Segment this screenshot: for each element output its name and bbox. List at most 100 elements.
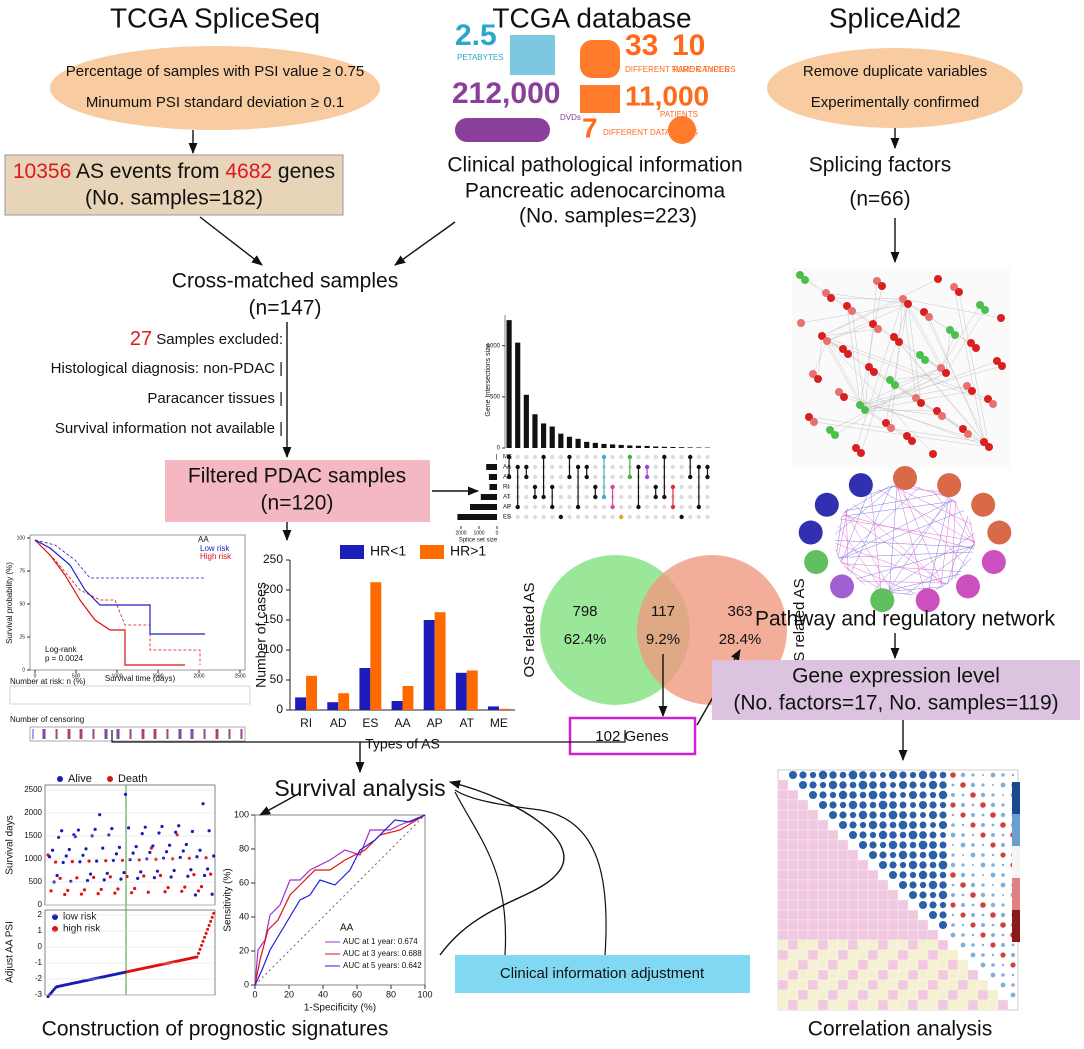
cell bbox=[837, 979, 849, 991]
legend: AUC at 5 years: 0.642 bbox=[343, 961, 422, 970]
y-tick-label: 80 bbox=[239, 843, 249, 853]
cell bbox=[788, 770, 798, 780]
matrix-dot bbox=[705, 454, 710, 460]
cell bbox=[867, 909, 879, 921]
edge bbox=[907, 303, 947, 374]
cell bbox=[937, 949, 949, 961]
cell bbox=[950, 932, 956, 938]
cell bbox=[1011, 953, 1015, 957]
node bbox=[890, 333, 898, 341]
matrix-dot bbox=[575, 454, 581, 460]
dot bbox=[105, 871, 109, 875]
bar bbox=[391, 701, 403, 710]
x-label: 1-Specificity (%) bbox=[304, 1003, 376, 1014]
node bbox=[987, 520, 1012, 545]
matrix-dot bbox=[653, 514, 658, 520]
cell bbox=[929, 901, 937, 909]
cell bbox=[817, 909, 829, 921]
cell bbox=[838, 820, 848, 830]
node bbox=[805, 413, 813, 421]
cell bbox=[807, 959, 819, 971]
cell bbox=[797, 819, 809, 831]
matrix-dot bbox=[696, 454, 702, 460]
cell bbox=[907, 929, 919, 941]
cell bbox=[857, 949, 869, 961]
cell bbox=[799, 771, 807, 779]
dot bbox=[122, 871, 126, 875]
matrix-dot bbox=[532, 514, 538, 520]
set-label: ME bbox=[503, 455, 512, 461]
cell bbox=[787, 959, 799, 971]
cell bbox=[807, 819, 819, 831]
cell bbox=[897, 959, 909, 971]
edge bbox=[845, 493, 943, 512]
matrix-dot bbox=[679, 484, 684, 490]
matrix-dot bbox=[610, 454, 615, 460]
cell bbox=[928, 910, 938, 920]
cell bbox=[909, 811, 917, 819]
dot bbox=[88, 872, 93, 876]
intersection-bar bbox=[627, 445, 633, 448]
cell bbox=[919, 881, 927, 889]
cell bbox=[878, 800, 888, 810]
text: Samples excluded: bbox=[152, 331, 283, 348]
cell bbox=[970, 852, 976, 858]
censor-frame bbox=[29, 726, 246, 742]
dot bbox=[114, 852, 118, 856]
cell bbox=[887, 949, 899, 961]
cell bbox=[899, 801, 907, 809]
cell bbox=[827, 909, 839, 921]
matrix-dot bbox=[541, 504, 546, 510]
matrix-dot bbox=[593, 454, 598, 460]
edge bbox=[839, 510, 965, 560]
cell bbox=[909, 881, 917, 889]
cell bbox=[991, 953, 995, 957]
cell bbox=[859, 791, 867, 799]
cell bbox=[857, 999, 869, 1011]
cell bbox=[837, 939, 849, 951]
cell bbox=[837, 969, 849, 981]
cell bbox=[887, 979, 899, 991]
cell bbox=[937, 939, 949, 951]
dot bbox=[151, 844, 155, 848]
matrix-dot bbox=[619, 484, 624, 490]
cell bbox=[827, 949, 839, 961]
matrix-dot bbox=[610, 514, 615, 520]
survival-analysis: Survival analysis bbox=[274, 775, 445, 801]
dot bbox=[203, 935, 207, 939]
node bbox=[798, 520, 823, 545]
dot bbox=[133, 886, 137, 891]
cell bbox=[938, 890, 948, 900]
matrix-dot bbox=[670, 454, 676, 460]
cell bbox=[847, 889, 859, 901]
dot bbox=[199, 885, 204, 889]
cell bbox=[857, 979, 869, 991]
matrix-dot bbox=[705, 484, 710, 490]
venn-count: 117 bbox=[651, 603, 675, 620]
edge bbox=[850, 485, 892, 575]
color-scale bbox=[1012, 910, 1020, 942]
edge bbox=[907, 303, 922, 404]
expression-text: Gene expression level bbox=[792, 665, 1000, 688]
cell bbox=[797, 899, 809, 911]
dot bbox=[157, 831, 161, 835]
cell bbox=[971, 903, 975, 907]
intersection-bar bbox=[687, 447, 693, 448]
cell bbox=[777, 969, 789, 981]
arrow bbox=[439, 780, 565, 956]
cell bbox=[787, 939, 799, 951]
cell bbox=[857, 869, 869, 881]
cell bbox=[1011, 973, 1015, 977]
cell bbox=[827, 969, 839, 981]
cell bbox=[877, 979, 889, 991]
cell bbox=[1001, 773, 1005, 777]
cell bbox=[877, 889, 889, 901]
cell bbox=[927, 929, 939, 941]
cell bbox=[877, 929, 889, 941]
dot bbox=[57, 835, 61, 839]
edge bbox=[835, 549, 840, 559]
matrix-dot bbox=[679, 504, 684, 510]
cell bbox=[777, 939, 789, 951]
cell bbox=[991, 893, 995, 897]
cell bbox=[907, 959, 919, 971]
